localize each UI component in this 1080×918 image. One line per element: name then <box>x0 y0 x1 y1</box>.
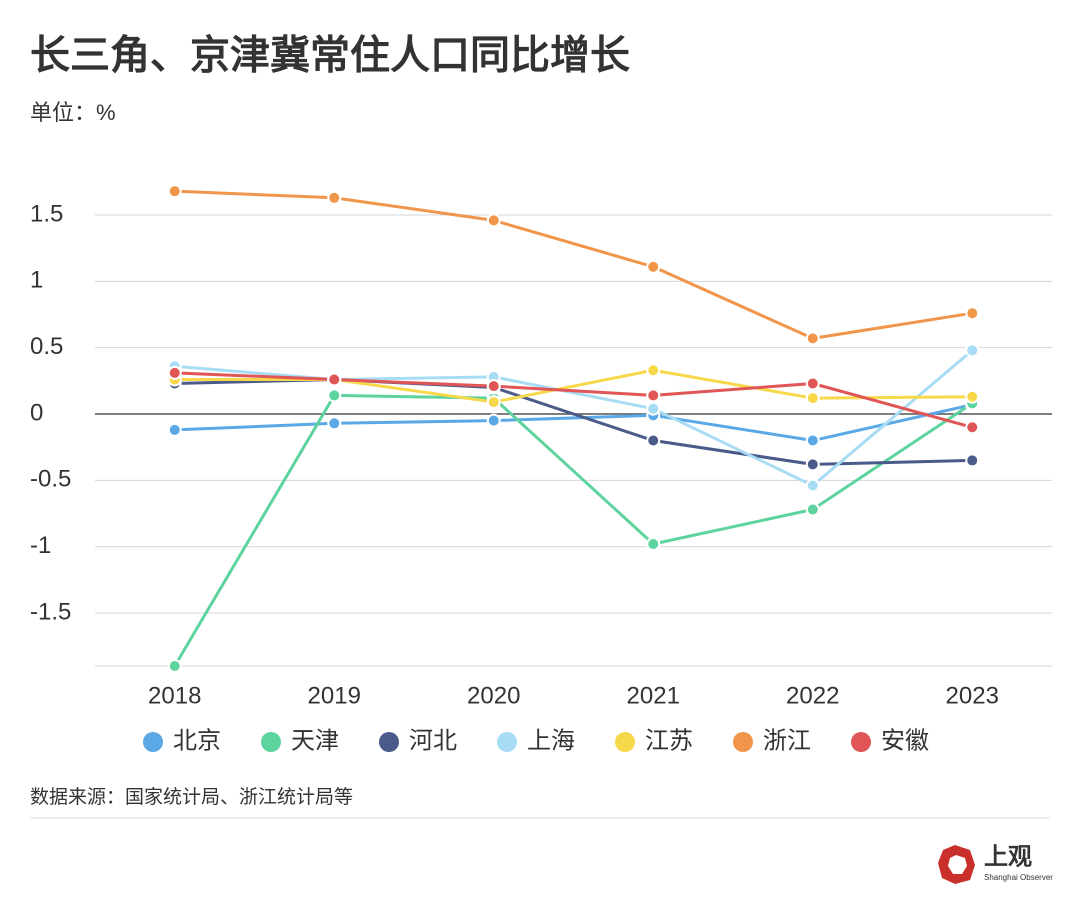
legend-label: 江苏 <box>645 727 693 754</box>
legend-label: 北京 <box>173 727 221 754</box>
legend-swatch <box>143 732 163 752</box>
legend-swatch <box>733 732 753 752</box>
brand-name: 上观 <box>984 843 1032 870</box>
brand-english: Shanghai Observer <box>984 873 1053 882</box>
data-point <box>965 453 980 468</box>
data-point <box>486 395 501 410</box>
data-point <box>646 388 661 403</box>
y-tick-label: -1 <box>30 532 51 559</box>
y-tick-label: 0.5 <box>30 333 63 360</box>
data-point <box>805 391 820 406</box>
chart-subtitle: 单位：% <box>30 100 116 125</box>
data-point <box>965 389 980 404</box>
data-point <box>167 659 182 673</box>
data-point <box>486 379 501 394</box>
series-line <box>174 189 973 340</box>
x-tick-label: 2020 <box>467 682 520 709</box>
legend-swatch <box>379 732 399 752</box>
x-tick-label: 2019 <box>308 682 361 709</box>
data-point <box>805 478 820 493</box>
chart-title: 长三角、京津冀常住人口同比增长 <box>30 34 630 78</box>
data-point <box>965 306 980 321</box>
x-tick-label: 2018 <box>148 682 201 709</box>
series-line <box>174 403 973 443</box>
legend-label: 上海 <box>527 727 575 754</box>
y-tick-label: 1 <box>30 267 43 294</box>
legend-label: 浙江 <box>763 727 811 754</box>
data-point <box>805 502 820 517</box>
y-tick-label: -1.5 <box>30 598 71 625</box>
data-point <box>965 343 980 358</box>
x-tick-label: 2022 <box>786 682 839 709</box>
y-tick-label: -0.5 <box>30 466 71 493</box>
data-point <box>327 372 342 387</box>
data-point <box>646 259 661 274</box>
data-point <box>167 184 182 199</box>
series-line <box>173 393 974 667</box>
legend-swatch <box>261 732 281 752</box>
data-point <box>805 331 820 346</box>
data-point <box>167 365 182 380</box>
legend-label: 天津 <box>291 727 339 754</box>
data-point <box>486 413 501 428</box>
y-tick-label: 0 <box>30 399 43 426</box>
data-point <box>646 536 661 551</box>
data-point <box>327 388 342 403</box>
data-point <box>327 190 342 205</box>
data-point <box>646 433 661 448</box>
source-note: 数据来源：国家统计局、浙江统计局等 <box>30 786 353 808</box>
data-point <box>327 416 342 431</box>
logo-mark-inner <box>948 855 967 874</box>
data-point <box>167 422 182 437</box>
data-point <box>486 213 501 228</box>
legend-swatch <box>497 732 517 752</box>
data-point <box>646 363 661 378</box>
legend-label: 安徽 <box>881 727 929 754</box>
brand-logo: 上观 Shanghai Observer <box>938 843 1053 884</box>
y-tick-label: 1.5 <box>30 200 63 227</box>
series-line <box>174 371 973 429</box>
legend-swatch <box>615 732 635 752</box>
data-point <box>805 457 820 472</box>
legend-label: 河北 <box>409 727 457 754</box>
data-point <box>805 376 820 391</box>
data-point <box>805 433 820 448</box>
data-point <box>646 401 661 416</box>
x-tick-label: 2021 <box>627 682 680 709</box>
x-tick-label: 2023 <box>946 682 999 709</box>
data-point <box>965 420 980 435</box>
legend-swatch <box>851 732 871 752</box>
